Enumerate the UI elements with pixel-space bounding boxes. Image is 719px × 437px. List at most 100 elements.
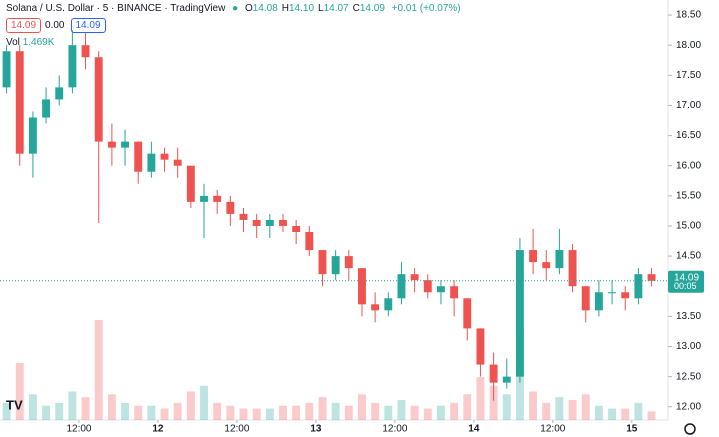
volume-bar <box>436 405 445 420</box>
symbol-row: Solana / U.S. Dollar · 5 · BINANCE · Tra… <box>6 3 461 14</box>
sell-button[interactable]: 14.09 <box>6 18 42 33</box>
volume-bar <box>489 385 498 420</box>
ohlc-value: 14.09 <box>359 3 385 14</box>
candle-body <box>397 274 406 299</box>
candle-body <box>371 304 380 311</box>
volume-bar <box>186 391 195 420</box>
volume-bar <box>42 405 51 420</box>
y-tick-label: 16.50 <box>676 130 701 141</box>
candle-body <box>450 286 459 299</box>
candle-body <box>252 219 261 226</box>
candle-body <box>358 268 366 305</box>
candle-body <box>502 376 511 383</box>
volume-bar <box>265 408 274 420</box>
candle-body <box>436 286 445 293</box>
candle-body <box>410 274 419 281</box>
candle-body <box>2 51 11 88</box>
volume-bar <box>594 405 603 420</box>
ohlc-key: O <box>244 3 253 14</box>
volume-bar <box>358 394 366 420</box>
trade-row: 14.09 0.00 14.09 <box>6 18 461 33</box>
candle-body <box>608 292 617 294</box>
y-tick-label: 14.50 <box>676 251 701 262</box>
volume-bar <box>252 408 261 420</box>
y-tick-label: 18.00 <box>676 40 701 51</box>
candle-body <box>647 274 656 281</box>
y-tick-label: 18.50 <box>676 10 701 21</box>
volume-bar <box>555 397 564 420</box>
volume-bar <box>15 362 24 420</box>
countdown: 00:05 <box>674 281 697 291</box>
candle-body <box>634 274 643 299</box>
candle-body <box>463 298 472 329</box>
volume-bar <box>397 400 406 420</box>
volume-bar <box>226 405 235 420</box>
candle-body <box>239 213 248 220</box>
ohlc-value: 14.10 <box>289 3 315 14</box>
candle-body <box>318 250 327 275</box>
last-price-label: 14.09 <box>674 272 699 283</box>
volume-bar <box>476 377 485 420</box>
candle-body <box>305 231 314 251</box>
y-tick-label: 15.50 <box>676 190 701 201</box>
volume-bar <box>529 391 538 420</box>
volume-bar <box>305 402 314 420</box>
volume-bar <box>107 394 116 420</box>
ohlc-key: C <box>352 3 360 14</box>
candle-body <box>226 201 235 214</box>
candle-body <box>292 225 301 232</box>
ohlc-value: 14.08 <box>252 3 278 14</box>
settings-gear[interactable] <box>684 423 696 435</box>
candle-body <box>331 256 340 275</box>
volume-bar <box>134 405 143 420</box>
volume-bar <box>2 402 11 420</box>
candle-body <box>568 250 577 287</box>
y-tick-label: 12.50 <box>676 371 701 382</box>
volume-bar <box>28 394 37 420</box>
last-price-box <box>668 270 704 293</box>
ohlc-value: 14.07 <box>323 3 349 14</box>
y-tick-label: 16.00 <box>676 160 701 171</box>
symbol-title: Solana / U.S. Dollar · 5 · BINANCE · Tra… <box>6 3 226 14</box>
volume-bar <box>463 394 472 420</box>
x-tick-label: 14 <box>468 424 480 435</box>
candle-body <box>28 117 37 154</box>
y-tick-label: 13.50 <box>676 311 701 322</box>
volume-bar <box>213 402 222 420</box>
volume-bar <box>384 405 393 420</box>
x-tick-label: 12:00 <box>66 424 91 435</box>
volume-bar <box>542 402 551 420</box>
candle-body <box>344 256 353 269</box>
candle-body <box>581 286 590 311</box>
volume-bar <box>371 402 380 420</box>
change: +0.01 (+0.07%) <box>391 3 461 14</box>
spread: 0.00 <box>45 20 65 31</box>
ohlc-key: H <box>281 3 289 14</box>
tv-logo: TV <box>6 397 23 412</box>
candle-body <box>555 250 564 269</box>
candle-body <box>134 141 143 172</box>
status-dot: ● <box>232 3 239 14</box>
candle-body <box>515 250 524 377</box>
buy-button[interactable]: 14.09 <box>70 18 106 33</box>
volume-bar <box>55 402 64 420</box>
volume-bar <box>318 397 327 420</box>
x-tick-label: 12:00 <box>382 424 407 435</box>
x-tick-label: 12 <box>152 424 164 435</box>
axis-layer: 12.0012.5013.0013.5014.0014.5015.0015.50… <box>0 10 704 435</box>
candle-body <box>476 328 485 365</box>
x-tick-label: 12:00 <box>224 424 249 435</box>
volume-bar <box>94 320 103 420</box>
y-tick-label: 12.00 <box>676 401 701 412</box>
volume-bar <box>68 391 77 420</box>
candle-body <box>15 51 24 154</box>
candle-body <box>529 250 538 263</box>
candle-body <box>107 141 116 148</box>
candle-body <box>160 153 169 160</box>
volume-bar <box>344 405 353 420</box>
volume-bar <box>621 408 630 420</box>
volume-bar <box>147 405 156 420</box>
candle-body <box>55 87 64 100</box>
